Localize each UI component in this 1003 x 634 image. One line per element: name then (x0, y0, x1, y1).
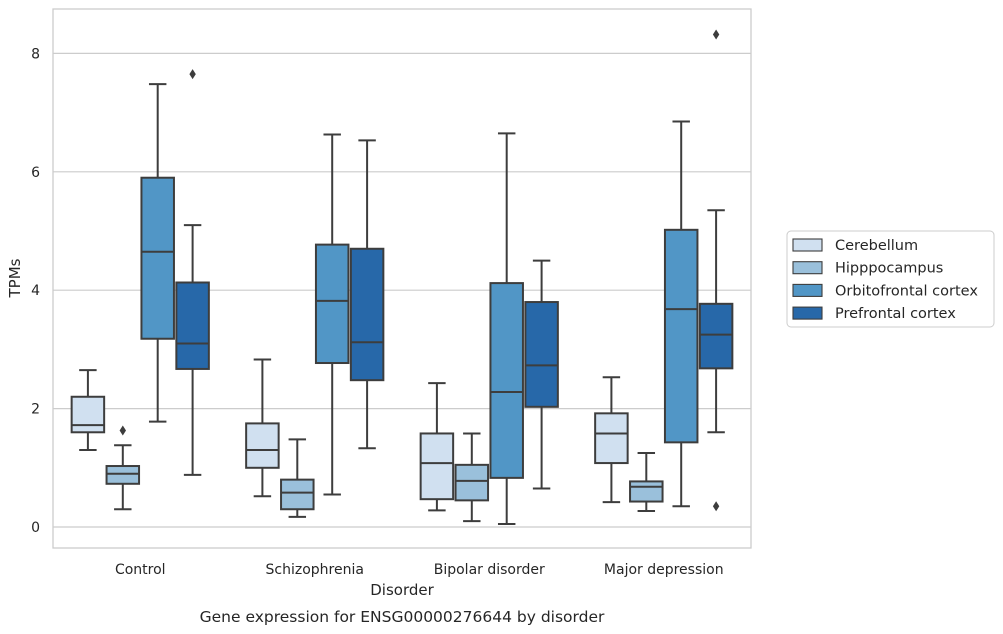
box-iqr (349, 247, 385, 382)
series-group (70, 358, 629, 512)
series-group (175, 29, 734, 512)
box-iqr (280, 478, 315, 511)
box-plot (105, 425, 141, 511)
legend: Cerebellum Hipppocampus Orbitofrontal cort… (786, 230, 995, 328)
figure-caption: Gene expression for ENSG00000276644 by d… (200, 608, 605, 626)
legend-swatch (792, 306, 823, 320)
box-plot (629, 452, 664, 513)
outlier-point (119, 425, 126, 436)
x-tick-label: Major depression (604, 562, 724, 578)
box-plot (70, 369, 106, 452)
box-plot (454, 432, 490, 523)
box-iqr (629, 480, 664, 503)
x-tick-labels: Control Schizophrenia Bipolar disorder Majo… (115, 562, 724, 578)
legend-frame (786, 230, 995, 328)
box-iqr (140, 176, 175, 340)
x-tick-label: Control (115, 562, 166, 578)
box-iqr (524, 301, 559, 408)
box-plot (524, 259, 559, 490)
legend-label: Hipppocampus (835, 261, 943, 277)
box-iqr (105, 465, 141, 485)
series-group (140, 83, 699, 526)
outlier-point (712, 29, 720, 40)
y-tick-label: 8 (31, 46, 40, 62)
y-tick-label: 6 (31, 165, 40, 181)
box-iqr (70, 395, 106, 434)
box-plot (175, 69, 210, 476)
legend-label: Prefrontal cortex (835, 306, 956, 322)
box-plot (280, 438, 315, 518)
box-plot (698, 29, 734, 512)
series-group (105, 425, 664, 523)
legend-swatch (792, 261, 823, 275)
box-plot (349, 139, 385, 450)
legend-label: Orbitofrontal cortex (835, 283, 978, 299)
box-iqr (594, 412, 629, 465)
box-plot (594, 376, 629, 504)
box-iqr (663, 228, 699, 444)
box-plot (140, 83, 175, 423)
box-iqr (489, 282, 524, 479)
x-tick-label: Bipolar disorder (434, 562, 545, 578)
outlier-point (712, 501, 720, 512)
box-plot (419, 382, 455, 512)
box-iqr (314, 243, 350, 365)
outlier-point (189, 69, 196, 80)
box-plot (663, 120, 699, 508)
x-axis-label: Disorder (370, 581, 434, 599)
box-iqr (245, 422, 280, 469)
box-iqr (419, 432, 455, 501)
box-plot (489, 132, 524, 526)
y-tick-label: 4 (31, 283, 40, 299)
y-tick-label: 2 (31, 402, 40, 418)
box-plot-series (70, 29, 734, 526)
box-plot (314, 133, 350, 496)
y-tick-label: 0 (31, 520, 40, 536)
y-tick-labels: 0 2 4 6 8 (31, 46, 40, 536)
box-plot (245, 358, 280, 498)
box-iqr (698, 302, 734, 370)
legend-swatch (792, 283, 823, 297)
x-tick-label: Schizophrenia (266, 562, 364, 578)
box-iqr (175, 281, 210, 370)
plot-frame (52, 8, 752, 549)
y-axis-label: TPMs (6, 258, 24, 298)
legend-label: Cerebellum (835, 238, 918, 254)
box-iqr (454, 463, 490, 502)
legend-swatch (792, 238, 823, 252)
